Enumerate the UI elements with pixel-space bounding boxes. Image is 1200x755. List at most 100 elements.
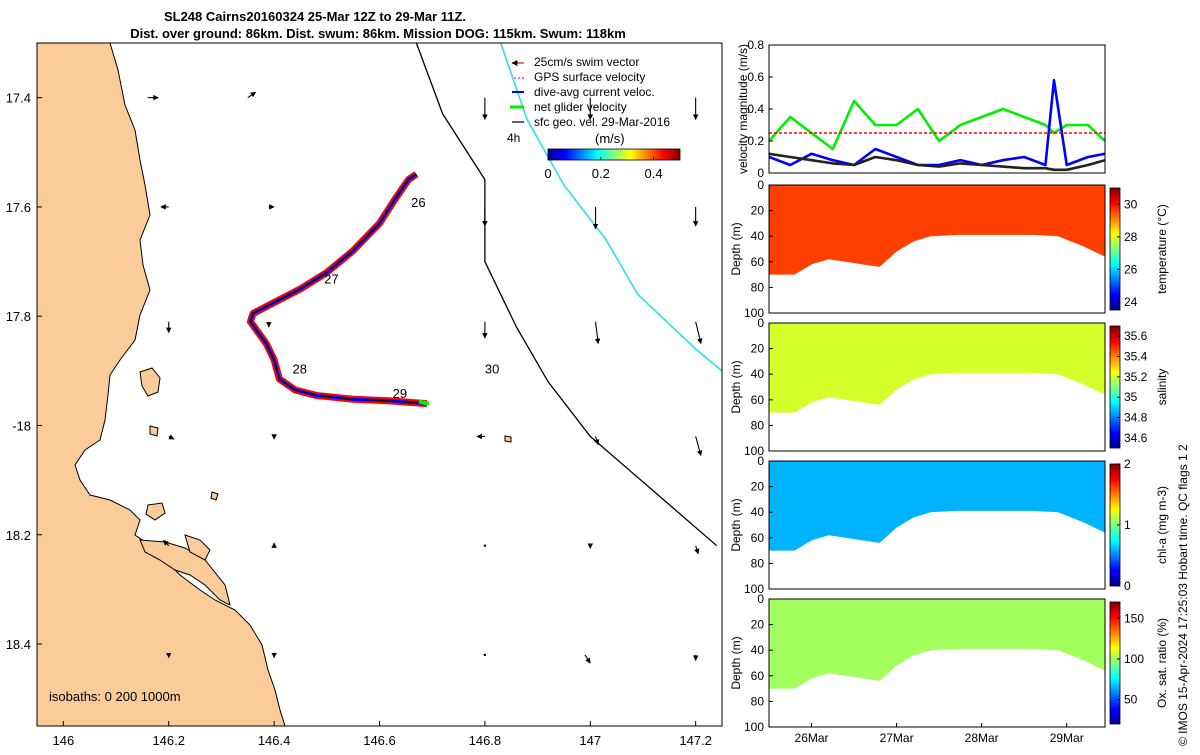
map-y-tick: 18.2 (6, 528, 31, 543)
colorbar-tick: 24 (1124, 295, 1138, 309)
profile-field (769, 185, 1105, 275)
map-legend: 25cm/s swim vector GPS surface velocity … (507, 55, 681, 181)
velocity-y-ticks: 0 0.2 0.4 0.6 0.8 (747, 38, 773, 180)
speed-colorbar-ticks: 0 0.2 0.4 (544, 157, 663, 181)
coastline-land (37, 43, 286, 726)
island-large (139, 539, 231, 606)
depth-tick: 60 (751, 393, 765, 407)
depth-tick: 20 (751, 342, 765, 356)
speed-colorbar (547, 148, 681, 161)
net-velocity (418, 399, 430, 406)
sfc-vector (483, 544, 487, 547)
colorbar-tick: 2 (1124, 457, 1131, 471)
day-label: 27 (324, 271, 338, 286)
time-tick: 29Mar (1050, 731, 1084, 745)
island-small-1 (139, 367, 161, 397)
time-tick: 28Mar (965, 731, 999, 745)
sfc-vector (594, 321, 601, 345)
island-small-3 (149, 425, 159, 437)
depth-ylabel: Depth (m) (729, 360, 743, 413)
glider-track (246, 171, 430, 408)
sfc-vector (694, 545, 700, 555)
island-small-4 (504, 435, 512, 443)
profile-panel: 0 20 40 60 80 100 Depth (m) 50 100 150 Ox. sat. ra… (729, 592, 1169, 734)
legend-net: net glider velocity (534, 100, 627, 114)
profile-field (769, 323, 1105, 413)
depth-tick: 60 (751, 255, 765, 269)
colorbar-tick: 34.6 (1124, 431, 1148, 445)
colorbar-tick: 35.6 (1124, 329, 1148, 343)
legend-gps: GPS surface velocity (534, 70, 645, 84)
profile-panel: 0 20 40 60 80 100 Depth (m) 24 26 28 30 temperature… (729, 178, 1169, 320)
depth-tick: 80 (751, 556, 765, 570)
map-y-tick: 17.4 (6, 91, 31, 106)
sfc-vector (584, 654, 591, 664)
depth-tick: 0 (757, 592, 764, 606)
map-y-tick: 17.8 (6, 309, 31, 324)
depth-tick: 20 (751, 204, 765, 218)
profile-panel: 0 20 40 60 80 100 Depth (m) 0 1 2 chl-a (mg m-3) (729, 454, 1169, 596)
profile-field (769, 599, 1105, 689)
depth-tick: 20 (751, 480, 765, 494)
colorbar-label: chl-a (mg m-3) (1155, 486, 1169, 564)
map-x-ticks: 146 146.2 146.4 146.6 146.8 147 147.2 (52, 721, 712, 748)
day-labels: 26 27 28 29 30 (293, 195, 500, 401)
colorbar-tick: 150 (1124, 611, 1144, 625)
sfc-vector (483, 653, 487, 657)
map-y-ticks: 17.4 17.6 17.8 -18 18.2 18.4 (6, 91, 42, 652)
island-small-5 (210, 491, 219, 501)
depth-tick: 0 (757, 454, 764, 468)
sfc-vector (695, 436, 703, 457)
sfc-vector (594, 436, 600, 446)
depth-tick: 0 (757, 316, 764, 330)
title-line-2: Dist. over ground: 86km. Dist. swum: 86k… (130, 26, 626, 41)
depth-tick: 40 (751, 229, 765, 243)
day-label: 29 (393, 386, 407, 401)
depth-tick: 40 (751, 367, 765, 381)
colorbar-tick: 1 (1124, 518, 1131, 532)
depth-tick: 100 (744, 582, 764, 596)
depth-tick: 80 (751, 418, 765, 432)
depth-tick: 100 (744, 306, 764, 320)
sfc-vector (695, 321, 703, 345)
legend-current: dive-avg current veloc. (534, 85, 655, 99)
depth-tick: 40 (751, 643, 765, 657)
map-y-tick: 18.4 (6, 637, 31, 652)
depth-tick: 60 (751, 531, 765, 545)
colorbar-unit: (m/s) (595, 131, 625, 146)
colorbar-tick: 0 (1124, 579, 1131, 593)
speed-tick: 0 (544, 166, 551, 181)
depth-ylabel: Depth (m) (729, 222, 743, 275)
colorbar-tick: 34.8 (1124, 411, 1148, 425)
depth-ylabel: Depth (m) (729, 636, 743, 689)
velocity-series-line (769, 78, 1105, 167)
time-tick: 27Mar (880, 731, 914, 745)
velocity-series-line (769, 152, 1105, 172)
depth-tick: 20 (751, 618, 765, 632)
depth-tick: 100 (744, 444, 764, 458)
depth-tick: 40 (751, 505, 765, 519)
colorbar-tick: 30 (1124, 197, 1138, 211)
map-x-tick: 146.2 (152, 733, 185, 748)
colorbar-tick: 100 (1124, 652, 1144, 666)
velocity-y-tick: 0.2 (747, 134, 764, 148)
day-label: 28 (293, 362, 307, 377)
copyright-notice: © IMOS 15-Apr-2024 17:25:03 Hobart time.… (1176, 444, 1190, 746)
time-axis-ticks: 26Mar 27Mar 28Mar 29Mar (795, 723, 1084, 745)
velocity-y-tick: 0.4 (747, 102, 764, 116)
track-line (249, 173, 427, 405)
map-x-tick: 147.2 (679, 733, 712, 748)
depth-tick: 60 (751, 669, 765, 683)
colorbar-tick: 35.2 (1124, 370, 1148, 384)
colorbar-tick: 35.4 (1124, 350, 1148, 364)
map-x-tick: 146 (52, 733, 74, 748)
map-x-tick: 146.4 (258, 733, 291, 748)
island-small-2 (145, 502, 166, 521)
title-line-1: SL248 Cairns20160324 25-Mar 12Z to 29-Ma… (164, 9, 466, 24)
map-panel: 26 27 28 29 30 146 146.2 146.4 146.6 146.8 147 147… (6, 42, 723, 748)
map-x-tick: 146.8 (469, 733, 502, 748)
speed-tick: 0.2 (592, 166, 610, 181)
sfc-vector (168, 434, 175, 440)
day-label: 26 (411, 195, 425, 210)
depth-tick: 0 (757, 178, 764, 192)
